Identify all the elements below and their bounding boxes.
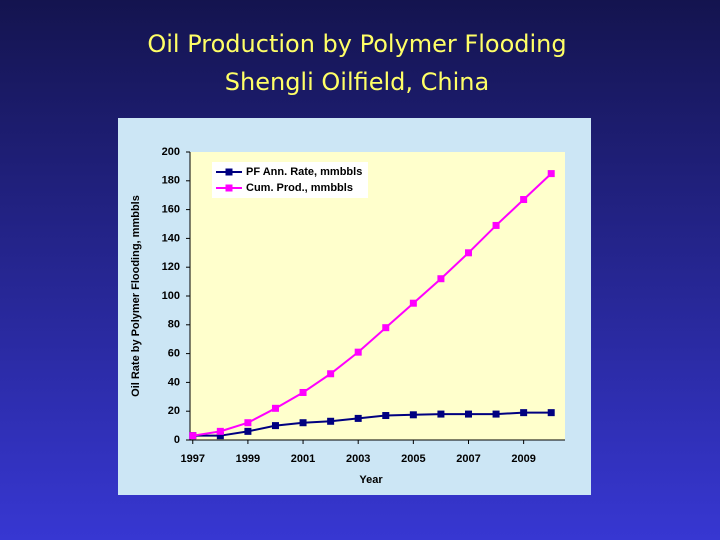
data-point [547,409,555,417]
data-point [409,411,417,419]
data-point [216,432,224,440]
data-point [437,275,445,283]
y-tick-label: 160 [162,204,180,216]
y-tick-label: 180 [162,175,180,187]
y-axis-label: Oil Rate by Polymer Flooding, mmbbls [130,195,142,397]
x-tick-label: 1997 [181,453,205,465]
data-point [244,427,252,435]
data-point [437,410,445,418]
x-tick-label: 2003 [346,453,370,465]
data-point [492,410,500,418]
data-point [216,427,224,435]
data-point [244,419,252,427]
x-tick-label: 1999 [236,453,260,465]
data-point [271,422,279,430]
series-line [192,411,552,437]
data-point [464,249,472,257]
x-axis-label: Year [359,474,383,486]
data-point [382,412,390,420]
x-tick-label: 2007 [456,453,480,465]
y-tick-label: 100 [162,290,180,302]
data-point [327,417,335,425]
data-point [299,419,307,427]
legend-label: PF Ann. Rate, mmbbls [246,166,362,178]
y-tick-label: 60 [168,348,180,360]
y-tick-label: 0 [174,434,180,446]
data-point [354,348,362,356]
x-tick-label: 2005 [401,453,425,465]
chart-title: Oil Production by Polymer Flooding [147,30,566,58]
data-point [354,414,362,422]
x-tick-label: 2009 [511,453,535,465]
data-point [547,170,555,178]
y-tick-label: 120 [162,261,180,273]
data-point [299,388,307,396]
data-point [464,410,472,418]
data-point [271,404,279,412]
y-tick-label: 80 [168,319,180,331]
y-tick-label: 20 [168,405,180,417]
legend-box [212,162,368,198]
legend-label: Cum. Prod., mmbbls [246,182,353,194]
legend-marker [225,168,233,176]
data-point [327,370,335,378]
plot-area [190,152,565,440]
x-tick-label: 2001 [291,453,315,465]
chart-subtitle: Shengli Oilfield, China [225,68,489,96]
y-tick-label: 40 [168,376,180,388]
data-point [492,221,500,229]
data-point [409,299,417,307]
y-tick-label: 200 [162,146,180,158]
y-tick-label: 140 [162,232,180,244]
series-line [192,172,552,437]
data-point [382,324,390,332]
legend-marker [225,184,233,192]
data-point [189,432,197,440]
data-point [520,196,528,204]
data-point [520,409,528,417]
